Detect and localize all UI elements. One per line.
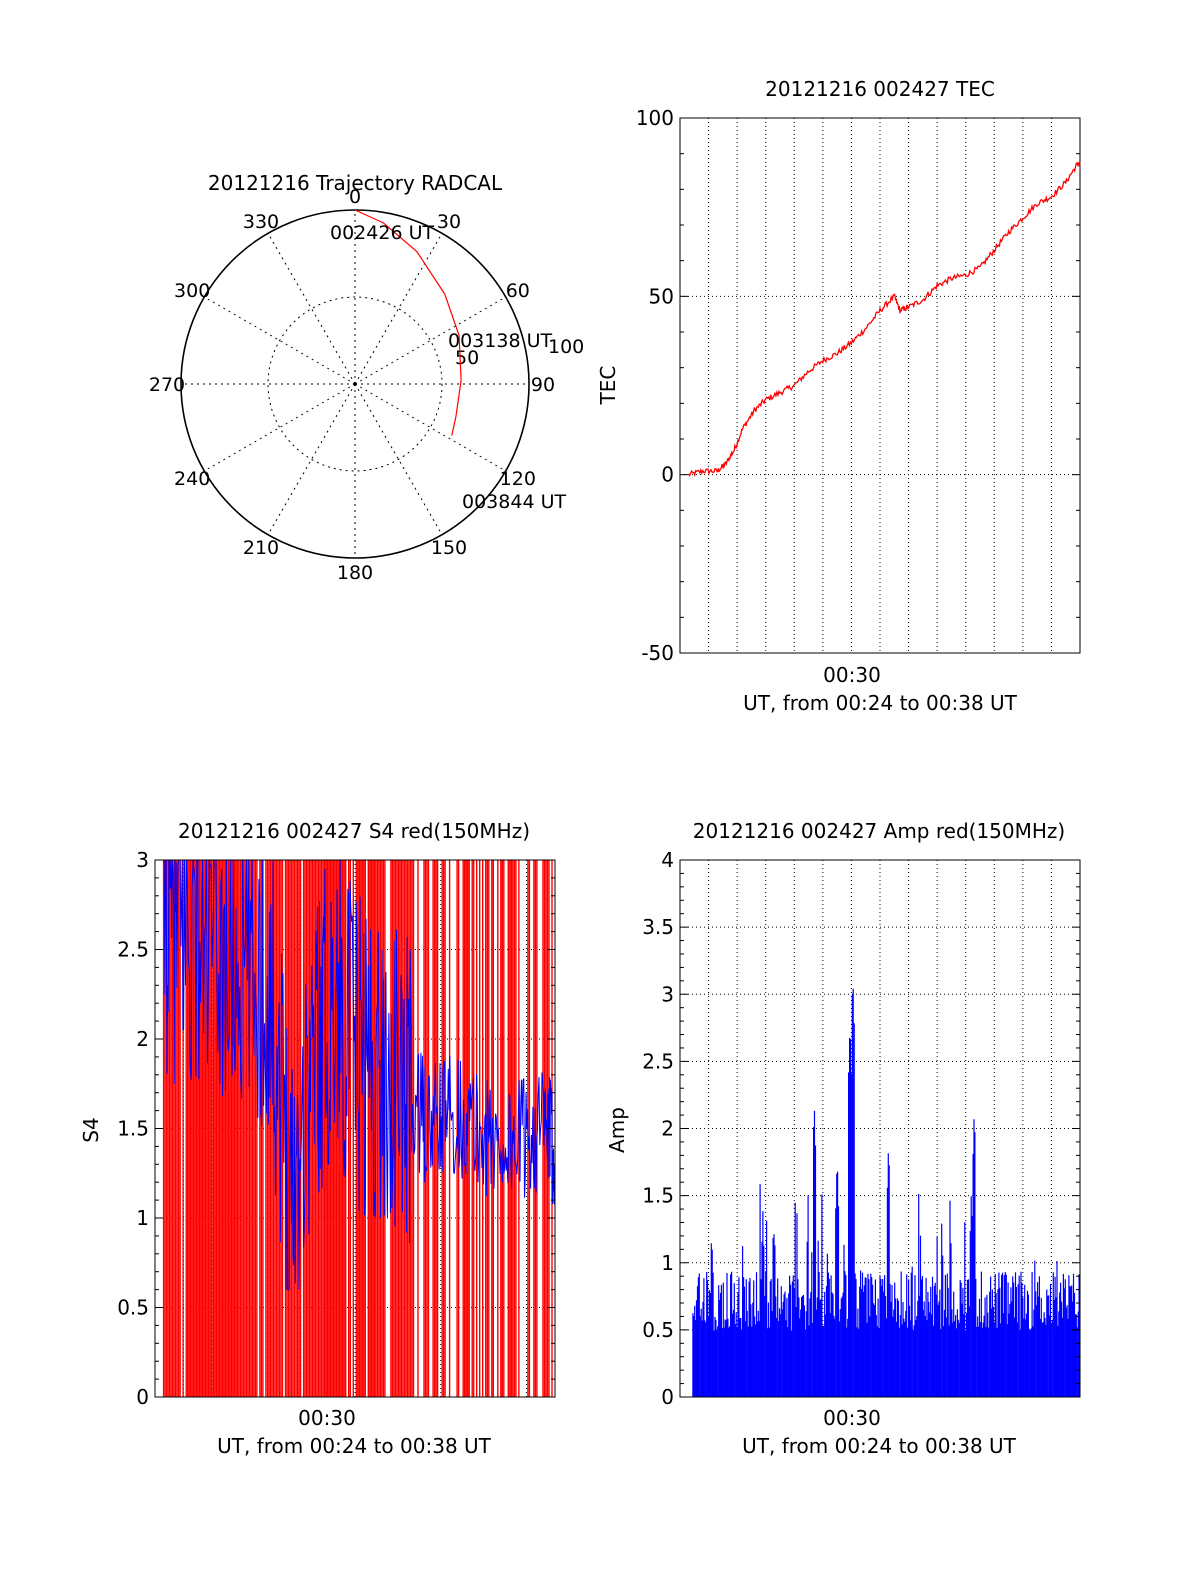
amp-title: 20121216 002427 Amp red(150MHz) <box>693 819 1065 843</box>
polar-spoke <box>204 383 356 472</box>
polar-time-label-start: 002426 UT <box>330 222 434 244</box>
polar-trajectory-line <box>354 209 462 436</box>
amp-y-tick-label: 1.5 <box>642 1184 674 1208</box>
tec-plot-frame <box>679 117 1081 654</box>
polar-angle-label: 240 <box>174 468 210 490</box>
amp-y-tick-label: 2 <box>661 1117 674 1141</box>
s4-x-tick-label: 00:30 <box>298 1406 356 1430</box>
s4-x-axis-label: UT, from 00:24 to 00:38 UT <box>217 1434 492 1458</box>
amp-y-axis-label: Amp <box>605 1107 629 1153</box>
polar-angle-label: 30 <box>437 211 461 233</box>
s4-y-tick-labels: 3 2.5 2 1.5 1 0.5 0 <box>117 848 149 1409</box>
polar-angle-label: 210 <box>243 537 279 559</box>
polar-angle-label: 150 <box>431 537 467 559</box>
polar-angle-label: 180 <box>337 562 373 584</box>
tec-y-tick-label: -50 <box>641 641 674 665</box>
polar-time-label-end: 003844 UT <box>462 491 566 513</box>
polar-spoke <box>354 296 506 385</box>
tec-panel: 20121216 002427 TEC 100 50 0 -50 00:30 UT, … <box>596 77 1081 715</box>
polar-time-label-mid: 003138 UT <box>448 330 552 352</box>
s4-plot-frame <box>154 859 556 1398</box>
polar-spoke <box>354 233 443 385</box>
s4-y-tick-label: 3 <box>136 848 149 872</box>
amp-y-tick-label: 3 <box>661 982 674 1006</box>
s4-title: 20121216 002427 S4 red(150MHz) <box>178 819 530 843</box>
s4-minor-ticks <box>155 859 555 1398</box>
polar-radial-tick-50: 50 <box>455 347 479 369</box>
polar-panel: 20121216 Trajectory RADCAL 0 30 60 90 120 150… <box>149 171 584 584</box>
amp-y-tick-label: 4 <box>661 848 674 872</box>
polar-angle-label: 120 <box>500 468 536 490</box>
tec-x-tick-label: 00:30 <box>823 663 881 687</box>
polar-radial-tick-100: 100 <box>548 336 584 358</box>
amp-minor-ticks <box>680 859 1080 1398</box>
polar-angle-labels: 0 30 60 90 120 150 180 210 240 270 300 330 <box>149 186 555 584</box>
s4-blue-series-line <box>163 859 556 1291</box>
amp-y-tick-label: 0.5 <box>642 1318 674 1342</box>
s4-y-tick-label: 2.5 <box>117 938 149 962</box>
polar-spoke <box>267 233 356 385</box>
tec-y-tick-label: 100 <box>636 106 674 130</box>
s4-y-tick-label: 1.5 <box>117 1117 149 1141</box>
tec-y-tick-labels: 100 50 0 -50 <box>636 106 674 665</box>
amp-y-tick-label: 3.5 <box>642 915 674 939</box>
s4-y-tick-label: 2 <box>136 1027 149 1051</box>
tec-grid <box>680 118 1080 653</box>
polar-inner-ring <box>267 296 443 472</box>
s4-panel: 20121216 002427 S4 red(150MHz) 3 2.5 2 1.5 1… <box>79 819 556 1458</box>
polar-spoke <box>204 296 356 385</box>
tec-title: 20121216 002427 TEC <box>765 77 995 101</box>
s4-y-axis-label: S4 <box>79 1117 103 1142</box>
tec-series-line <box>688 161 1081 478</box>
amp-y-tick-label: 2.5 <box>642 1049 674 1073</box>
amp-plot-frame <box>679 859 1081 1398</box>
polar-angle-label: 300 <box>174 280 210 302</box>
tec-y-tick-label: 0 <box>661 463 674 487</box>
polar-title: 20121216 Trajectory RADCAL <box>208 171 503 195</box>
amp-y-tick-label: 0 <box>661 1385 674 1409</box>
polar-grid <box>181 210 529 558</box>
polar-spoke <box>354 383 443 535</box>
polar-angle-label: 60 <box>506 280 530 302</box>
amp-panel: 20121216 002427 Amp red(150MHz) 4 3.5 3 2.5… <box>605 819 1081 1458</box>
polar-spoke <box>267 383 356 535</box>
amp-y-tick-labels: 4 3.5 3 2.5 2 1.5 1 0.5 0 <box>642 848 674 1409</box>
polar-angle-label: 270 <box>149 374 185 396</box>
polar-angle-label: 330 <box>243 211 279 233</box>
tec-y-tick-label: 50 <box>649 284 674 308</box>
amp-y-tick-label: 1 <box>661 1251 674 1275</box>
polar-spoke <box>354 383 506 472</box>
amp-x-axis-label: UT, from 00:24 to 00:38 UT <box>742 1434 1017 1458</box>
s4-y-tick-label: 1 <box>136 1206 149 1230</box>
amp-bars <box>692 988 1080 1397</box>
tec-x-axis-label: UT, from 00:24 to 00:38 UT <box>743 691 1018 715</box>
s4-y-tick-label: 0 <box>136 1385 149 1409</box>
amp-x-tick-label: 00:30 <box>823 1406 881 1430</box>
polar-angle-label: 0 <box>349 186 361 208</box>
s4-y-tick-label: 0.5 <box>117 1296 149 1320</box>
polar-angle-label: 90 <box>531 374 555 396</box>
tec-y-axis-label: TEC <box>596 366 620 406</box>
